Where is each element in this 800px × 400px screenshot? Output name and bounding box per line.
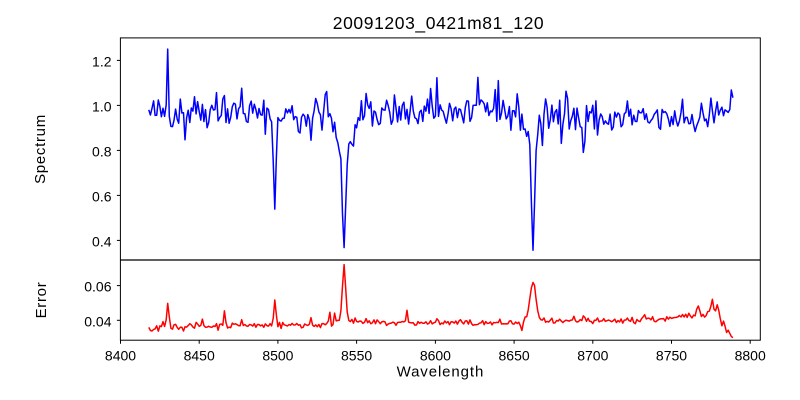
svg-text:8700: 8700 [577,347,608,363]
svg-text:8450: 8450 [184,347,215,363]
svg-text:8400: 8400 [105,347,136,363]
svg-text:0.8: 0.8 [92,143,112,159]
svg-text:Wavelength: Wavelength [397,364,485,381]
svg-text:Error: Error [33,282,50,319]
svg-text:Spectrum: Spectrum [32,114,49,184]
svg-text:0.06: 0.06 [84,279,111,295]
svg-text:20091203_0421m81_120: 20091203_0421m81_120 [333,13,545,34]
svg-text:8500: 8500 [262,347,293,363]
svg-text:1.0: 1.0 [92,98,112,114]
svg-text:8550: 8550 [341,347,372,363]
svg-text:0.4: 0.4 [92,233,112,249]
svg-text:8750: 8750 [656,347,687,363]
svg-text:8800: 8800 [735,347,766,363]
svg-text:8650: 8650 [499,347,530,363]
svg-text:8600: 8600 [420,347,451,363]
svg-text:0.04: 0.04 [84,313,111,329]
svg-text:1.2: 1.2 [92,53,112,69]
svg-text:0.6: 0.6 [92,188,112,204]
